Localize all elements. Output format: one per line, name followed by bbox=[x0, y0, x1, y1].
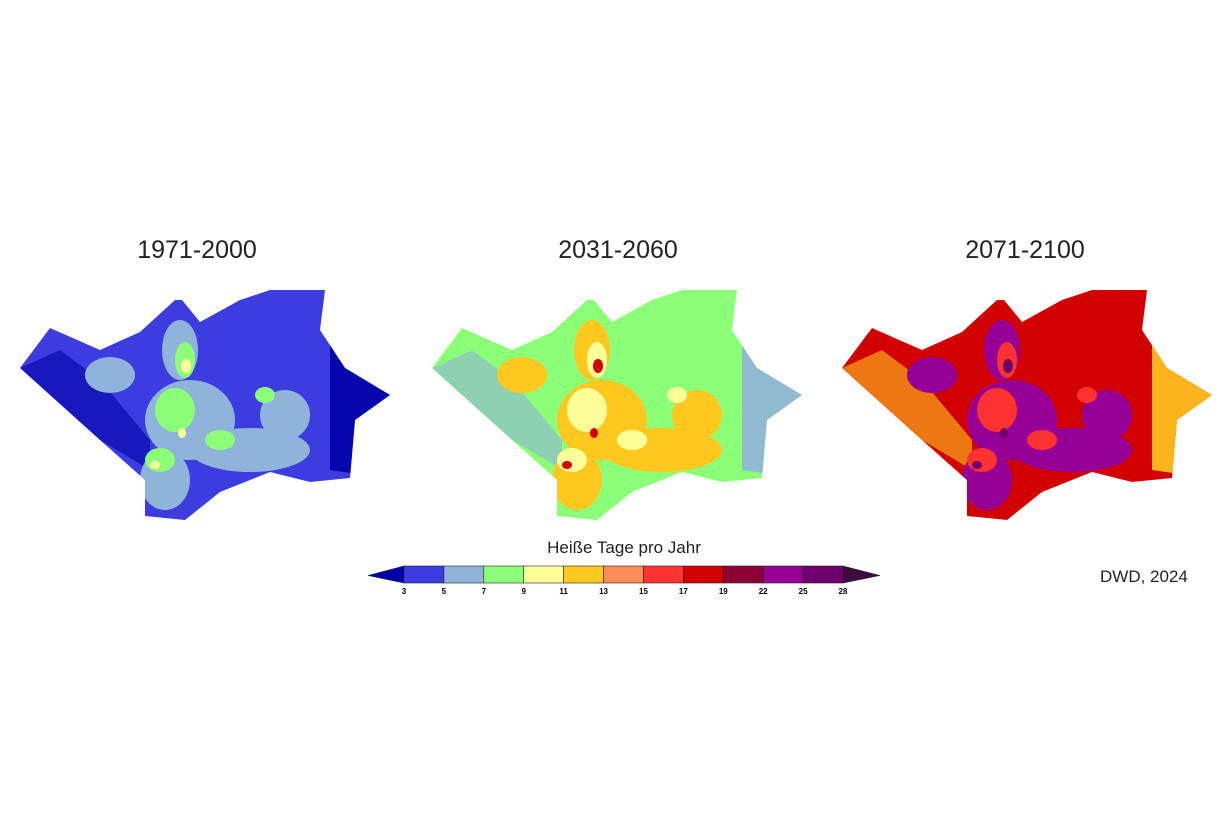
colorbar-tick-label: 11 bbox=[559, 587, 568, 596]
credit-text: DWD, 2024 bbox=[1100, 567, 1188, 586]
colorbar-tick-label: 7 bbox=[482, 587, 487, 596]
region-tertiary-patch bbox=[967, 448, 997, 472]
colorbar-segment bbox=[683, 565, 724, 584]
region-hot-patch bbox=[972, 461, 982, 469]
map-panel-1971-2000 bbox=[20, 290, 390, 520]
colorbar-tick-label: 25 bbox=[799, 587, 808, 596]
colorbar-segment bbox=[643, 565, 684, 584]
colorbar-under-triangle bbox=[367, 565, 405, 584]
region-tertiary-patch bbox=[1027, 430, 1057, 450]
region-east-area bbox=[1152, 290, 1212, 480]
region-east-area bbox=[742, 290, 802, 480]
colorbar-tick-label: 9 bbox=[522, 587, 527, 596]
region-secondary-patch bbox=[672, 390, 722, 440]
colorbar-title: Heiße Tage pro Jahr bbox=[547, 538, 701, 557]
region-hot-patch bbox=[181, 359, 191, 373]
colorbar-tick-label: 17 bbox=[679, 587, 688, 596]
region-tertiary-patch bbox=[667, 387, 687, 403]
region-west-edge bbox=[842, 350, 972, 470]
colorbar-tick-label: 19 bbox=[719, 587, 728, 596]
colorbar-segment bbox=[403, 565, 445, 584]
colorbar-tick-label: 13 bbox=[599, 587, 608, 596]
colorbar-tick-label: 3 bbox=[402, 587, 407, 596]
colorbar-segment bbox=[563, 565, 604, 584]
region-secondary-patch bbox=[1082, 390, 1132, 440]
panel-title-1971-2000: 1971-2000 bbox=[137, 236, 257, 264]
colorbar-over-triangle bbox=[842, 565, 881, 584]
colorbar-segment bbox=[523, 565, 564, 584]
map-panel-2071-2100 bbox=[842, 290, 1212, 520]
region-hot-patch bbox=[590, 428, 598, 438]
colorbar-tick-label: 22 bbox=[759, 587, 768, 596]
colorbar-segment bbox=[722, 565, 764, 584]
colorbar-tick-label: 28 bbox=[839, 587, 848, 596]
region-secondary-patch bbox=[497, 357, 547, 393]
region-secondary-patch bbox=[260, 390, 310, 440]
colorbar-segment bbox=[603, 565, 644, 584]
panel-title-2071-2100: 2071-2100 bbox=[965, 236, 1085, 264]
region-hot-patch bbox=[1000, 428, 1008, 438]
region-east-area bbox=[330, 290, 390, 480]
panel-title-2031-2060: 2031-2060 bbox=[558, 236, 678, 264]
colorbar-segment bbox=[762, 565, 804, 584]
region-hot-patch bbox=[1003, 359, 1013, 373]
colorbar-tick-label: 15 bbox=[639, 587, 648, 596]
region-hot-patch bbox=[150, 461, 160, 469]
region-west-edge bbox=[20, 350, 150, 470]
region-tertiary-patch bbox=[567, 388, 607, 432]
region-hot-patch bbox=[562, 461, 572, 469]
colorbar-tick-label: 5 bbox=[442, 587, 447, 596]
region-tertiary-patch bbox=[255, 387, 275, 403]
map-panel-2031-2060 bbox=[432, 290, 802, 520]
colorbar-segment bbox=[483, 565, 525, 584]
region-tertiary-patch bbox=[617, 430, 647, 450]
region-tertiary-patch bbox=[557, 448, 587, 472]
region-hot-patch bbox=[178, 428, 186, 438]
region-secondary-patch bbox=[907, 357, 957, 393]
region-tertiary-patch bbox=[205, 430, 235, 450]
region-tertiary-patch bbox=[145, 448, 175, 472]
colorbar-segment bbox=[443, 565, 485, 584]
region-tertiary-patch bbox=[977, 388, 1017, 432]
region-tertiary-patch bbox=[1077, 387, 1097, 403]
region-secondary-patch bbox=[85, 357, 135, 393]
region-tertiary-patch bbox=[155, 388, 195, 432]
region-hot-patch bbox=[593, 359, 603, 373]
region-west-edge bbox=[432, 350, 562, 470]
colorbar-segment bbox=[802, 565, 844, 584]
